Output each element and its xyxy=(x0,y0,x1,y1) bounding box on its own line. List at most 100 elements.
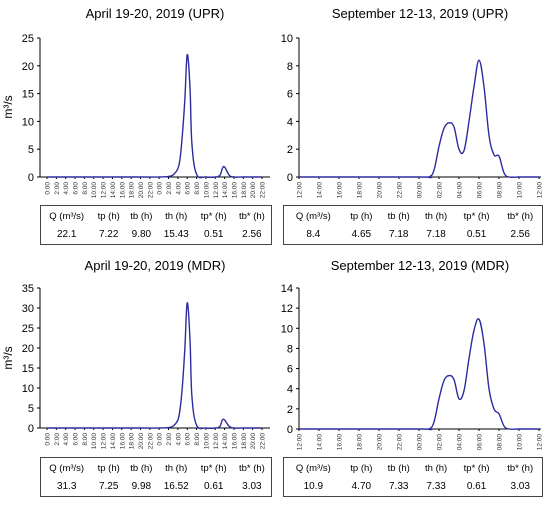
x-tick-label: 20:00 xyxy=(250,182,257,199)
stats-header: tp (h) xyxy=(350,210,373,222)
y-tick-label: 5 xyxy=(28,403,34,415)
stats-value: 0.61 xyxy=(466,480,487,492)
x-tick-label: 18:00 xyxy=(357,182,364,199)
y-tick-label: 20 xyxy=(22,343,34,355)
y-tick-label: 35 xyxy=(22,283,34,295)
x-tick-label: 00:00 xyxy=(417,434,424,451)
y-tick-label: 10 xyxy=(22,116,34,128)
stats-value: 8.4 xyxy=(306,228,321,240)
chart-title: September 12-13, 2019 (UPR) xyxy=(332,6,508,21)
stats-value: 4.70 xyxy=(351,480,372,492)
stats-header: Q (m³/s) xyxy=(49,210,85,222)
y-tick-label: 10 xyxy=(281,33,293,45)
stats-value: 4.65 xyxy=(351,228,372,240)
stats-value: 0.61 xyxy=(203,480,224,492)
x-tick-label: 10:00 xyxy=(203,433,210,450)
x-tick-label: 16:00 xyxy=(119,182,126,199)
x-tick-label: 0:00 xyxy=(157,182,164,195)
x-tick-label: 14:00 xyxy=(222,433,229,450)
y-axis-label: m³/s xyxy=(1,95,15,118)
x-tick-label: 22:00 xyxy=(260,182,267,199)
stats-header: Q (m³/s) xyxy=(295,462,331,474)
x-tick-label: 22:00 xyxy=(147,182,154,199)
x-tick-label: 04:00 xyxy=(457,182,464,199)
y-tick-label: 8 xyxy=(287,343,293,355)
stats-value: 9.80 xyxy=(131,228,152,240)
stats-value: 7.18 xyxy=(426,228,446,240)
x-tick-label: 8:00 xyxy=(194,433,201,446)
stats-value: 15.43 xyxy=(163,228,189,240)
stats-value: 0.51 xyxy=(203,228,224,240)
chart-1: April 19-20, 2019 (UPR) m³/s 0 5 10 15 20 25 0:0… xyxy=(1,6,270,199)
x-tick-label: 12:00 xyxy=(101,182,108,199)
stats-header: Q (m³/s) xyxy=(295,210,331,222)
y-tick-label: 10 xyxy=(22,383,34,395)
x-tick-label: 2:00 xyxy=(54,182,61,195)
chart-4: September 12-13, 2019 (MDR) 0 2 4 6 8 10 12 14 12… xyxy=(281,258,544,451)
stats-header: th (h) xyxy=(425,210,448,222)
hydrograph-line xyxy=(298,59,539,179)
x-tick-label: 10:00 xyxy=(91,433,98,450)
x-tick-label: 18:00 xyxy=(357,434,364,451)
chart-3: April 19-20, 2019 (MDR) m³/s 0 5 10 15 20 25 30 3… xyxy=(1,258,270,450)
x-tick-label: 8:00 xyxy=(82,182,89,195)
stats-header: tp* (h) xyxy=(463,462,490,474)
stats-header: tp (h) xyxy=(350,462,373,474)
x-tick-label: 0:00 xyxy=(45,433,52,446)
x-tick-label: 20:00 xyxy=(377,434,384,451)
x-tick-label: 20:00 xyxy=(138,182,145,199)
x-tick-label: 00:00 xyxy=(417,182,424,199)
stats-header: tb (h) xyxy=(130,462,153,474)
x-tick-label: 14:00 xyxy=(110,433,117,450)
stats-value: 0.51 xyxy=(466,228,487,240)
y-tick-label: 6 xyxy=(287,364,293,376)
y-tick-label: 5 xyxy=(28,144,34,156)
y-tick-label: 0 xyxy=(28,423,34,435)
y-tick-label: 10 xyxy=(281,323,293,335)
stats-value: 2.56 xyxy=(242,228,262,240)
x-tick-label: 16:00 xyxy=(119,433,126,450)
chart-title: April 19-20, 2019 (UPR) xyxy=(86,6,225,21)
x-tick-label: 10:00 xyxy=(203,182,210,199)
x-tick-label: 12:00 xyxy=(101,433,108,450)
stats-value: 2.56 xyxy=(510,228,530,240)
y-tick-label: 12 xyxy=(281,303,293,315)
x-tick-label: 18:00 xyxy=(129,433,136,450)
x-tick-label: 06:00 xyxy=(477,182,484,199)
y-tick-label: 15 xyxy=(22,89,34,101)
x-tick-label: 12:00 xyxy=(537,434,544,451)
stats-value: 22.1 xyxy=(56,228,77,240)
x-tick-label: 16:00 xyxy=(337,182,344,199)
x-tick-label: 4:00 xyxy=(175,182,182,195)
x-tick-label: 8:00 xyxy=(194,182,201,195)
x-tick-label: 14:00 xyxy=(222,182,229,199)
y-tick-label: 15 xyxy=(22,363,34,375)
x-tick-label: 12:00 xyxy=(297,182,304,199)
stats-header: tb* (h) xyxy=(238,210,265,222)
chart-panel-1: April 19-20, 2019 (UPR) m³/s 0 5 10 15 20 25 0:0… xyxy=(0,0,275,252)
stats-value: 3.03 xyxy=(242,480,262,492)
chart-title: April 19-20, 2019 (MDR) xyxy=(85,258,226,273)
x-tick-label: 6:00 xyxy=(73,182,80,195)
y-tick-label: 20 xyxy=(22,61,34,73)
x-tick-label: 4:00 xyxy=(63,182,70,195)
x-tick-label: 2:00 xyxy=(54,433,61,446)
x-tick-label: 6:00 xyxy=(73,433,80,446)
x-tick-label: 6:00 xyxy=(185,433,192,446)
x-tick-label: 22:00 xyxy=(147,433,154,450)
x-tick-label: 14:00 xyxy=(317,434,324,451)
y-tick-label: 4 xyxy=(287,384,293,396)
x-tick-label: 18:00 xyxy=(241,433,248,450)
x-tick-label: 22:00 xyxy=(397,182,404,199)
y-axis-label: m³/s xyxy=(1,346,15,369)
stats-header: th (h) xyxy=(425,462,448,474)
x-tick-label: 0:00 xyxy=(157,433,164,446)
x-tick-label: 10:00 xyxy=(517,182,524,199)
x-tick-label: 12:00 xyxy=(213,182,220,199)
y-tick-label: 0 xyxy=(28,172,34,184)
stats-header: tp* (h) xyxy=(463,210,490,222)
stats-header: tb (h) xyxy=(387,462,410,474)
y-tick-label: 6 xyxy=(287,89,293,101)
y-tick-label: 4 xyxy=(287,116,293,128)
chart-panel-2: September 12-13, 2019 (UPR) 0 2 4 6 8 10 12:00 1… xyxy=(275,0,550,252)
